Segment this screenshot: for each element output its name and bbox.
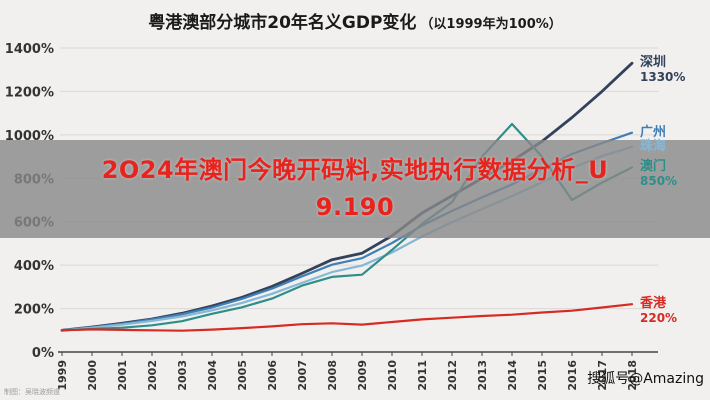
y-tick-label: 0% (32, 346, 54, 361)
x-tick-label: 2005 (236, 360, 249, 391)
x-tick-label: 2003 (176, 360, 189, 391)
y-tick-label: 200% (14, 303, 54, 318)
x-tick-label: 2002 (146, 360, 159, 391)
sohu-watermark: 搜狐号@Amazing (587, 371, 704, 387)
overlay-text-line2: 9.190 (315, 193, 395, 221)
x-tick-label: 2011 (416, 360, 429, 391)
x-tick-label: 2017 (596, 360, 609, 391)
x-tick-label: 2015 (536, 360, 549, 391)
chart-title-main: 粤港澳部分城市20年名义GDP变化 (148, 13, 417, 33)
y-tick-label: 1400% (5, 42, 54, 57)
x-tick-label: 2008 (326, 360, 339, 391)
x-tick-label: 2014 (506, 360, 519, 391)
x-tick-label: 2013 (476, 360, 489, 391)
series-line (60, 303, 634, 332)
y-tick-label: 1200% (5, 85, 54, 100)
x-tick-label: 1999 (56, 360, 69, 391)
credit-watermark: 制图：吴晓波频道 (4, 388, 60, 396)
x-tick-label: 2001 (116, 360, 129, 391)
x-tick-label: 2006 (266, 360, 279, 391)
chart-title: 粤港澳部分城市20年名义GDP变化 （以1999年为100%） (0, 8, 710, 33)
overlay-text-line1: 2O24年澳门今晚开码料,实地执行数据分析_U (101, 156, 609, 184)
x-tick-label: 2012 (446, 360, 459, 391)
y-tick-label: 400% (14, 259, 54, 274)
x-tick-label: 2004 (206, 360, 219, 391)
x-tick-label: 2018 (626, 360, 639, 391)
overlay-watermark-banner: 2O24年澳门今晚开码料,实地执行数据分析_U 9.190 (0, 140, 710, 238)
x-tick-label: 2016 (566, 360, 579, 391)
x-tick-label: 2000 (86, 360, 99, 391)
chart-title-sub: （以1999年为100%） (420, 17, 562, 32)
x-tick-label: 2009 (356, 360, 369, 391)
x-tick-label: 2010 (386, 360, 399, 391)
x-tick-label: 2007 (296, 360, 309, 391)
